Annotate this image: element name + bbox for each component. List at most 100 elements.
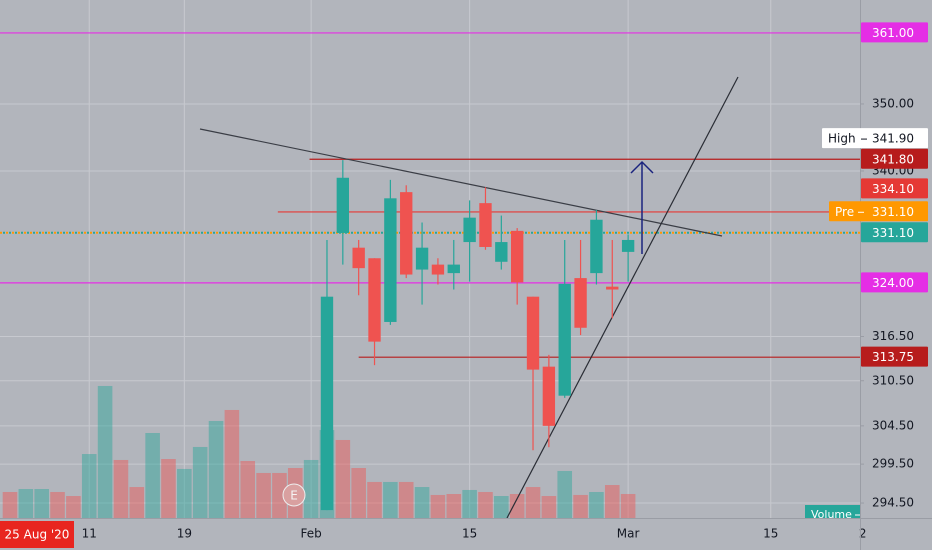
candle-body (574, 278, 587, 328)
volume-bar (509, 494, 525, 518)
volume-bar (525, 487, 541, 518)
volume-bar (50, 491, 65, 518)
arrow (630, 160, 654, 254)
candle-body (336, 177, 350, 233)
volume-bar (129, 487, 145, 518)
candle-body (463, 217, 476, 243)
earnings-marker: E (282, 483, 306, 507)
volume-bar (557, 470, 573, 518)
candle-body (368, 258, 381, 342)
candle-body (590, 219, 603, 274)
volume-bar (303, 459, 319, 518)
volume-bar (66, 496, 81, 518)
price-label-name: Pre (835, 205, 854, 219)
arrow-head (630, 160, 654, 174)
volume-bar (256, 472, 271, 518)
volume-bar (192, 446, 208, 518)
x-tick-label: 19 (177, 527, 192, 541)
price-label-box (829, 201, 928, 222)
price-label-box (861, 22, 928, 43)
candle-body (431, 264, 445, 275)
price-label-value: 334.10 (872, 182, 914, 196)
earnings-letter: E (290, 489, 298, 503)
price-label-value: 324.00 (872, 276, 914, 290)
volume-bar (224, 409, 240, 518)
x-tick-label: Mar (617, 527, 640, 541)
price-label-value: 341.80 (872, 152, 914, 166)
price-label-box (822, 128, 928, 149)
candle-body (510, 230, 524, 283)
x-tick-label: 2 (859, 527, 867, 541)
candle-body (542, 366, 556, 426)
earnings-circle (282, 483, 306, 507)
price-label-box (861, 222, 928, 243)
candles (320, 160, 635, 511)
volume-bar (494, 496, 509, 518)
volume-bar (18, 489, 34, 518)
volume-bar (620, 493, 636, 518)
time-axis-bg (0, 518, 932, 550)
volume-bar (145, 433, 160, 518)
volume-bar (398, 481, 414, 518)
volume-bar (430, 494, 446, 518)
price-label-box (861, 272, 928, 293)
volume-legend-title: Volume (811, 508, 852, 521)
price-label-box (861, 178, 928, 199)
candle-body (384, 198, 397, 322)
volume-bar (478, 491, 493, 518)
price-axis-bg (860, 0, 932, 518)
volume-bar (541, 496, 557, 518)
x-tick-label: 11 (82, 527, 97, 541)
volume-bar (462, 489, 477, 518)
volume-bar (208, 420, 224, 518)
volume-bar (113, 459, 129, 518)
volume-bar (81, 454, 97, 518)
volume-bar (272, 472, 287, 518)
volume-bar (97, 385, 113, 518)
y-tick-label: 294.50 (872, 496, 914, 510)
volume-bar (589, 491, 604, 518)
price-label-box (861, 148, 928, 169)
trend-line (199, 128, 723, 237)
trend-line (506, 76, 739, 519)
volume-bar (573, 494, 588, 518)
volume-bar (383, 481, 398, 518)
volume-bar (604, 485, 620, 518)
volume-bar (351, 467, 366, 518)
price-label-box (861, 346, 928, 367)
volume-bar (34, 489, 49, 518)
y-tick-label: 350.00 (872, 96, 914, 110)
candle-body (526, 296, 540, 370)
x-tick-label: 15 (462, 527, 477, 541)
candle-body (558, 283, 571, 396)
y-tick-label: 310.50 (872, 373, 914, 387)
candle-body (352, 247, 365, 269)
price-label-value: 361.00 (872, 26, 914, 40)
volume-bar (446, 494, 462, 518)
y-tick-label: 304.50 (872, 418, 914, 432)
volume-bar (177, 468, 192, 518)
volume-bar (367, 481, 382, 518)
candle-body (606, 286, 619, 290)
level-lines (0, 32, 860, 358)
cursor-date-box (0, 521, 74, 548)
candle-body (415, 247, 429, 270)
price-label-value: 331.10 (872, 205, 914, 219)
price-label-name: High (828, 132, 856, 146)
y-tick-label: 316.50 (872, 329, 914, 343)
cursor-date: 25 Aug '20 (5, 528, 70, 542)
price-label-value: 341.90 (872, 132, 914, 146)
candle-body (479, 203, 492, 247)
candle-body (495, 242, 508, 262)
volume-bar (414, 487, 430, 518)
candle-body (320, 296, 334, 511)
candle-body (621, 239, 635, 252)
volume-bar (335, 439, 351, 518)
volume-bar (161, 459, 176, 518)
volume-bar (2, 491, 18, 518)
price-label-value: 331.10 (872, 226, 914, 240)
